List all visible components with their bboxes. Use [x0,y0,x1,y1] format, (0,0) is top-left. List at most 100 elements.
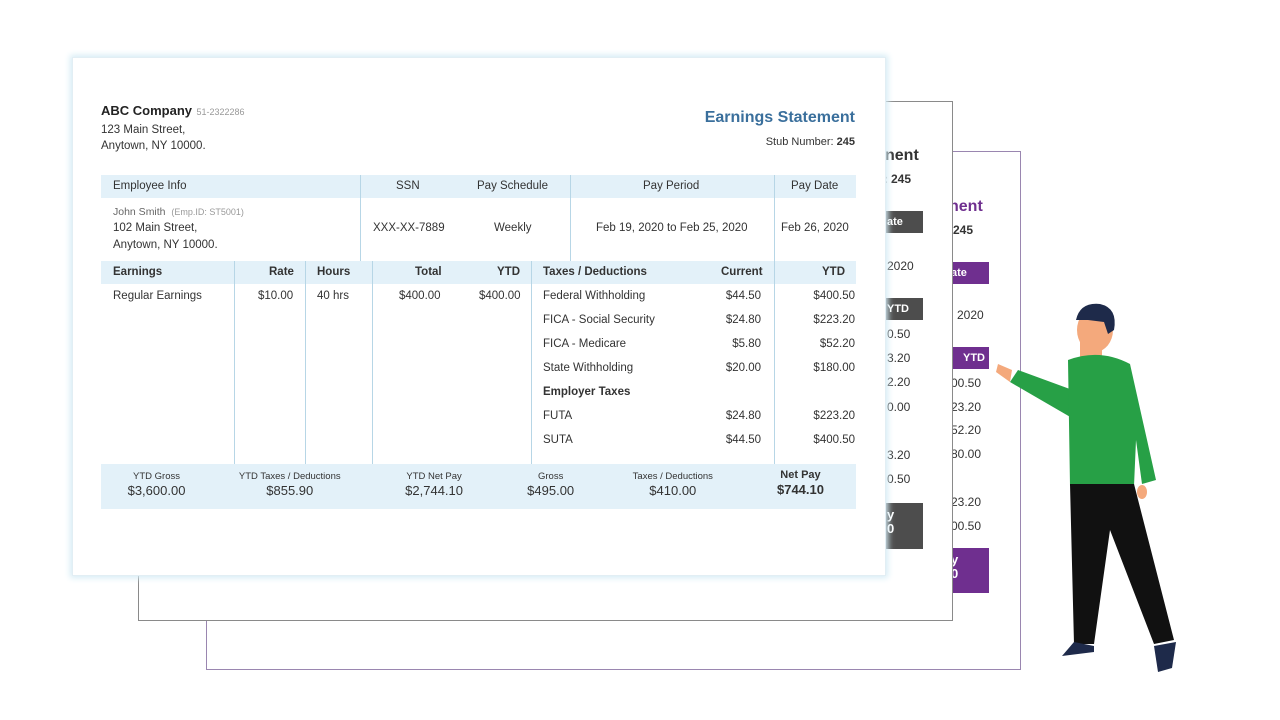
earnings-statement: ABC Company 51-2322286 123 Main Street, … [72,57,886,576]
value-fragment: 2.20 [887,375,911,389]
header-earnings: Earnings [113,266,163,278]
person-hand-right [1137,485,1147,499]
company-address-1: 123 Main Street, [101,124,186,136]
person-hair [1076,303,1115,334]
header-ssn: SSN [396,180,420,192]
pay-date-value: Feb 26, 2020 [781,222,849,234]
tax-current: $5.80 [732,338,761,350]
title-fragment: nent [949,198,983,215]
value-fragment: 0.50 [887,472,911,486]
tax-current: $44.50 [725,290,761,302]
header-ytd: YTD [497,266,520,278]
header-pay-date: Pay Date [791,180,839,192]
tax-ytd: $52.20 [819,338,855,350]
tax-ytd: $223.20 [813,314,855,326]
stub-label: Stub Number: [765,136,834,148]
employee-address-2: Anytown, NY 10000. [113,239,218,251]
person-shirt [1068,354,1156,486]
net-value-fragment: 0 [887,521,895,536]
person-shoe-left [1062,642,1094,656]
earning-total: $400.00 [399,290,441,302]
earning-hours: 40 hrs [317,290,349,302]
employee-address-1: 102 Main Street, [113,222,198,234]
tax-label: FICA - Medicare [543,338,627,350]
tax-current: $20.00 [725,362,761,374]
stub-number: Stub Number: 245 [766,136,855,148]
employee-name-line: John Smith (Emp.ID: ST5001) [113,206,244,218]
title-fragment: nent [885,147,919,164]
pay-date-header-fragment: ate [947,262,989,284]
employer-taxes-heading: Employer Taxes [543,386,631,398]
value-fragment: 52.20 [951,423,982,437]
employee-id: (Emp.ID: ST5001) [171,207,244,217]
net-value-fragment: 0 [951,566,959,581]
summary-value: $495.00 [527,483,575,498]
summary-value: $855.90 [266,483,314,498]
value-fragment: 0.00 [887,400,911,414]
summary-label: Gross [537,471,564,482]
summary-row: YTD Gross $3,600.00 YTD Taxes / Deduction… [101,464,856,509]
tax-ytd: $400.50 [813,290,855,302]
value-fragment: 80.00 [951,447,982,461]
tax-label: Federal Withholding [543,290,646,302]
summary-label: Net Pay [780,469,821,481]
employer-tax-ytd: $223.20 [813,410,855,422]
employer-tax-current: $24.80 [725,410,761,422]
summary-label: Taxes / Deductions [632,471,713,482]
company-name: ABC Company [101,103,193,118]
net-label-fragment: y [887,507,895,522]
person-pants [1070,484,1174,644]
earnings-header-row [101,261,856,284]
value-fragment: 00.50 [951,376,982,390]
person-arm [1010,370,1078,418]
summary-gross: Gross $495.00 [501,464,601,509]
summary-label: YTD Net Pay [406,471,462,482]
header-rate: Rate [269,266,294,278]
summary-value: $2,744.10 [405,483,463,498]
stub-value: 245 [836,136,855,148]
company-header: ABC Company 51-2322286 [101,102,245,120]
header-hours: Hours [317,266,351,278]
employer-tax-ytd: $400.50 [813,434,855,446]
tax-current: $24.80 [725,314,761,326]
info-header-row [101,175,856,198]
tax-ytd: $180.00 [813,362,855,374]
ytd-header-fragment: YTD [883,298,923,320]
summary-value: $410.00 [649,483,697,498]
employer-tax-label: SUTA [543,434,573,446]
person-pointing-illustration [996,303,1176,672]
header-taxes-deductions: Taxes / Deductions [543,266,647,278]
earning-label: Regular Earnings [113,290,202,302]
person-hand [996,364,1012,382]
date-fragment: 2020 [887,259,914,273]
earning-ytd: $400.00 [479,290,521,302]
employee-name: John Smith [113,206,166,218]
summary-net-pay: Net Pay $744.10 [745,464,856,509]
summary-taxes: Taxes / Deductions $410.00 [601,464,745,509]
pay-date-header-fragment: ate [883,211,923,233]
header-current: Current [721,266,763,278]
ytd-header-fragment: YTD [947,347,989,369]
value-fragment: 23.20 [951,400,982,414]
employer-tax-current: $44.50 [725,434,761,446]
company-address-2: Anytown, NY 10000. [101,140,206,152]
tax-label: State Withholding [543,362,634,374]
value-fragment: 3.20 [887,351,911,365]
value-fragment: 0.50 [887,327,911,341]
summary-ytd-taxes: YTD Taxes / Deductions $855.90 [212,464,367,509]
summary-ytd-net: YTD Net Pay $2,744.10 [367,464,500,509]
person-shoe-right [1154,642,1176,672]
date-fragment: 2020 [957,308,984,322]
net-label-fragment: y [951,552,959,567]
summary-label: YTD Gross [133,471,180,482]
header-taxes-ytd: YTD [822,266,845,278]
summary-value: $744.10 [776,482,824,497]
summary-ytd-gross: YTD Gross $3,600.00 [101,464,212,509]
header-pay-period: Pay Period [643,180,700,192]
header-pay-schedule: Pay Schedule [477,180,548,192]
value-fragment: 23.20 [951,495,982,509]
ssn-value: XXX-XX-7889 [373,222,445,234]
earning-rate: $10.00 [258,290,294,302]
